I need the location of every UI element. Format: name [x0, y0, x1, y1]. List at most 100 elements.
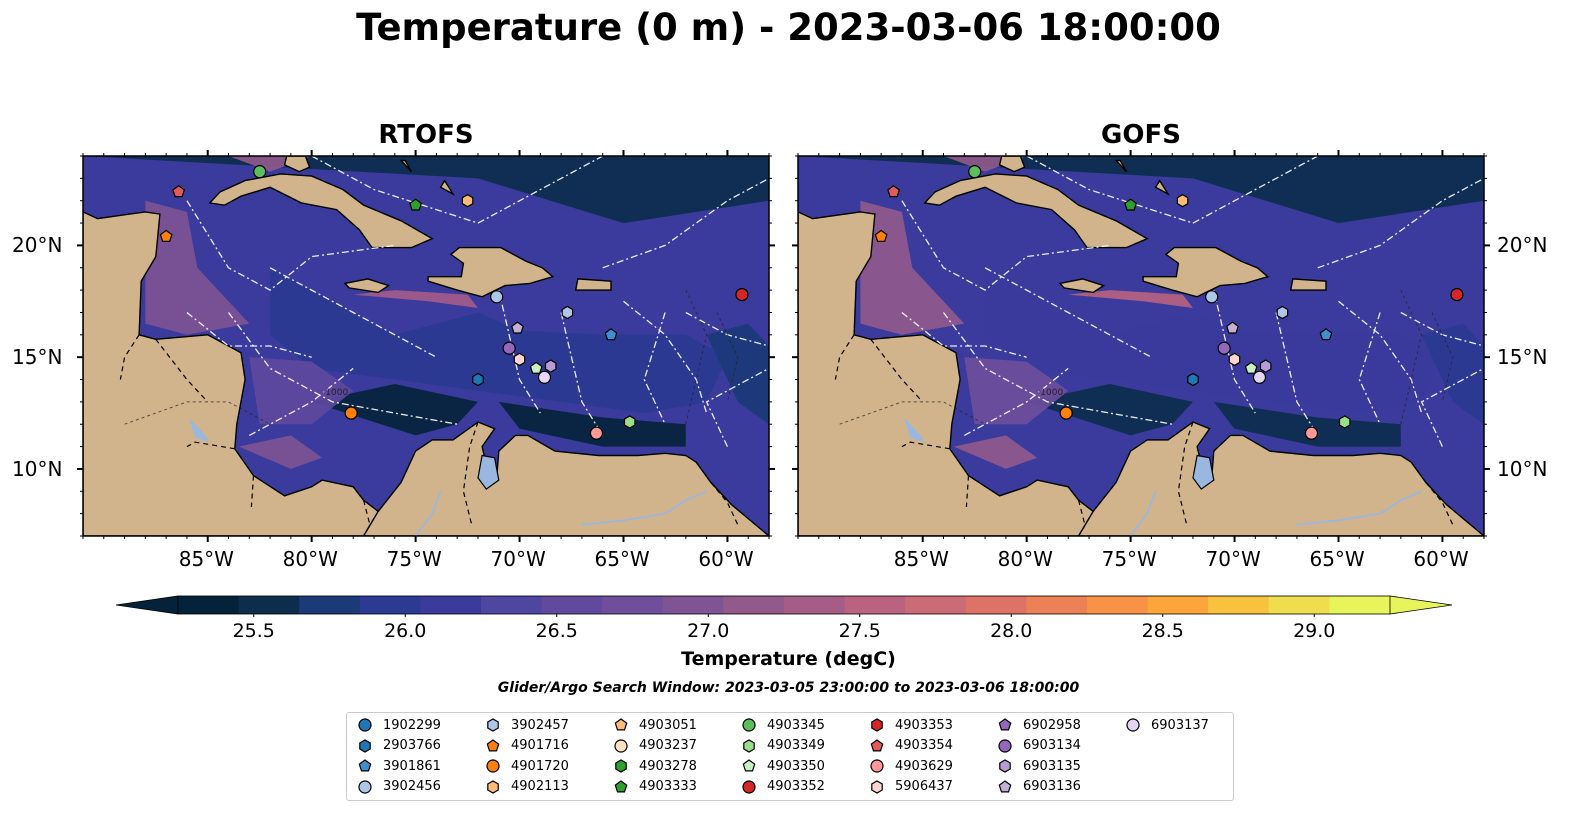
float-marker-3901861 [604, 328, 618, 341]
colorbar [116, 595, 1452, 617]
float-marker-3902456 [1205, 290, 1219, 304]
temperature-field [498, 401, 686, 447]
y-tick-label: 15°N [1497, 345, 1548, 370]
legend-marker [486, 759, 500, 773]
float-marker-4903354 [172, 185, 186, 198]
legend-label: 4903353 [895, 717, 953, 733]
country-border [901, 441, 950, 450]
legend-item-4903349: 4903349 [741, 736, 825, 756]
legend-marker-hexagon-icon [359, 738, 371, 753]
eez-boundary [1420, 367, 1484, 447]
legend-item-4903629: 4903629 [869, 756, 953, 776]
x-tick-label: 75°W [1101, 547, 1157, 571]
colorbar-extend-min [116, 595, 179, 615]
legend-label: 4903349 [767, 738, 825, 753]
x-tick-label: 75°W [386, 547, 442, 571]
river [414, 490, 442, 536]
legend-marker [614, 779, 628, 792]
land-mass [208, 173, 434, 249]
legend-marker-hexagon-icon [999, 759, 1011, 773]
eez-boundary [1358, 312, 1381, 425]
land-mass [83, 211, 380, 536]
y-tick-label: 10°N [1497, 456, 1548, 481]
colorbar-tick-label: 28.0 [990, 620, 1033, 642]
bathymetry-label: -1000 [322, 388, 348, 398]
colorbar-segment [1208, 596, 1270, 614]
legend-label: 4901720 [511, 758, 569, 774]
colorbar-tick-label: 27.5 [838, 620, 881, 642]
legend-label: 6903135 [1023, 758, 1081, 774]
bathymetry-contour [1400, 289, 1423, 425]
legend-marker [358, 779, 372, 794]
legend-label: 4903345 [767, 717, 825, 733]
legend-marker [871, 718, 883, 732]
float-marker-6903135 [1259, 359, 1272, 373]
eez-boundary [248, 367, 354, 436]
land-mass [439, 179, 455, 196]
float-marker-4901716 [874, 229, 888, 242]
legend-marker-circle-icon [1126, 718, 1140, 732]
legend-label: 3902457 [511, 717, 569, 733]
float-marker-4903350 [529, 361, 543, 374]
legend-label: 4903051 [639, 717, 697, 733]
colorbar-segment [1087, 596, 1149, 614]
eez-boundary [602, 177, 769, 269]
map-frame [82, 155, 770, 537]
float-marker-6903136 [511, 321, 524, 334]
lake-maracaibo [477, 454, 500, 490]
colorbar-segment [299, 596, 361, 614]
legend-marker [359, 738, 371, 753]
land-mass [1289, 278, 1327, 291]
legend-label: 6902958 [1023, 717, 1081, 733]
map-panel-rtofs: -1000 [77, 150, 775, 542]
float-marker-4903345 [968, 165, 982, 179]
legend-marker [487, 718, 499, 732]
colorbar-segment [420, 596, 482, 614]
map-panel-gofs: -1000 [792, 150, 1490, 542]
float-marker-4903333 [1124, 198, 1138, 211]
legend-label: 6903137 [1151, 717, 1209, 733]
legend-marker-pentagon-icon [614, 718, 628, 731]
legend-label: 6903136 [1023, 779, 1081, 794]
legend-label: 4903352 [767, 779, 825, 794]
map-content: -1000 [83, 156, 769, 536]
float-marker-5906437 [513, 352, 526, 367]
temperature-field [985, 267, 1443, 414]
river [581, 512, 666, 526]
eez-boundary [1317, 177, 1484, 269]
float-marker-4903349 [1338, 415, 1351, 429]
legend-label: 4903333 [639, 779, 697, 794]
legend-marker-circle-icon [486, 759, 500, 773]
legend-label: 3901861 [383, 758, 441, 774]
legend-label: 1902299 [383, 717, 441, 733]
float-marker-4903629 [589, 426, 604, 440]
land-mass [399, 159, 413, 173]
land-mass [1154, 179, 1170, 196]
panel-title-rtofs: RTOFS [378, 120, 474, 150]
eez-boundary [942, 312, 1173, 425]
float-marker-2903766 [1187, 372, 1199, 387]
legend-item-6903136: 6903136 [997, 777, 1081, 797]
land-mass [923, 173, 1149, 249]
legend-marker-pentagon-icon [742, 759, 756, 772]
eez-boundary [1213, 289, 1256, 414]
lake-nicaragua [189, 417, 210, 443]
legend-label: 4903354 [895, 738, 953, 753]
legend-marker-pentagon-icon [614, 779, 628, 792]
map-content: -1000 [798, 156, 1484, 536]
float-legend: 1902299 2903766 3901861 3902456 3902457 49017… [346, 712, 1234, 801]
x-tick-label: 65°W [594, 547, 650, 571]
legend-marker [743, 738, 755, 753]
legend-item-4903353: 4903353 [869, 715, 953, 735]
temperature-field [964, 357, 1069, 425]
legend-marker [998, 779, 1012, 792]
colorbar-segment [965, 596, 1027, 614]
legend-item-6903134: 6903134 [997, 736, 1081, 756]
legend-marker [871, 779, 883, 794]
legend-marker [487, 779, 499, 794]
temperature-field [83, 156, 769, 224]
float-marker-5906437 [1228, 352, 1241, 367]
colorbar-tick-label: 25.5 [232, 620, 275, 642]
colorbar-frame [177, 595, 1391, 615]
river [1129, 490, 1157, 536]
